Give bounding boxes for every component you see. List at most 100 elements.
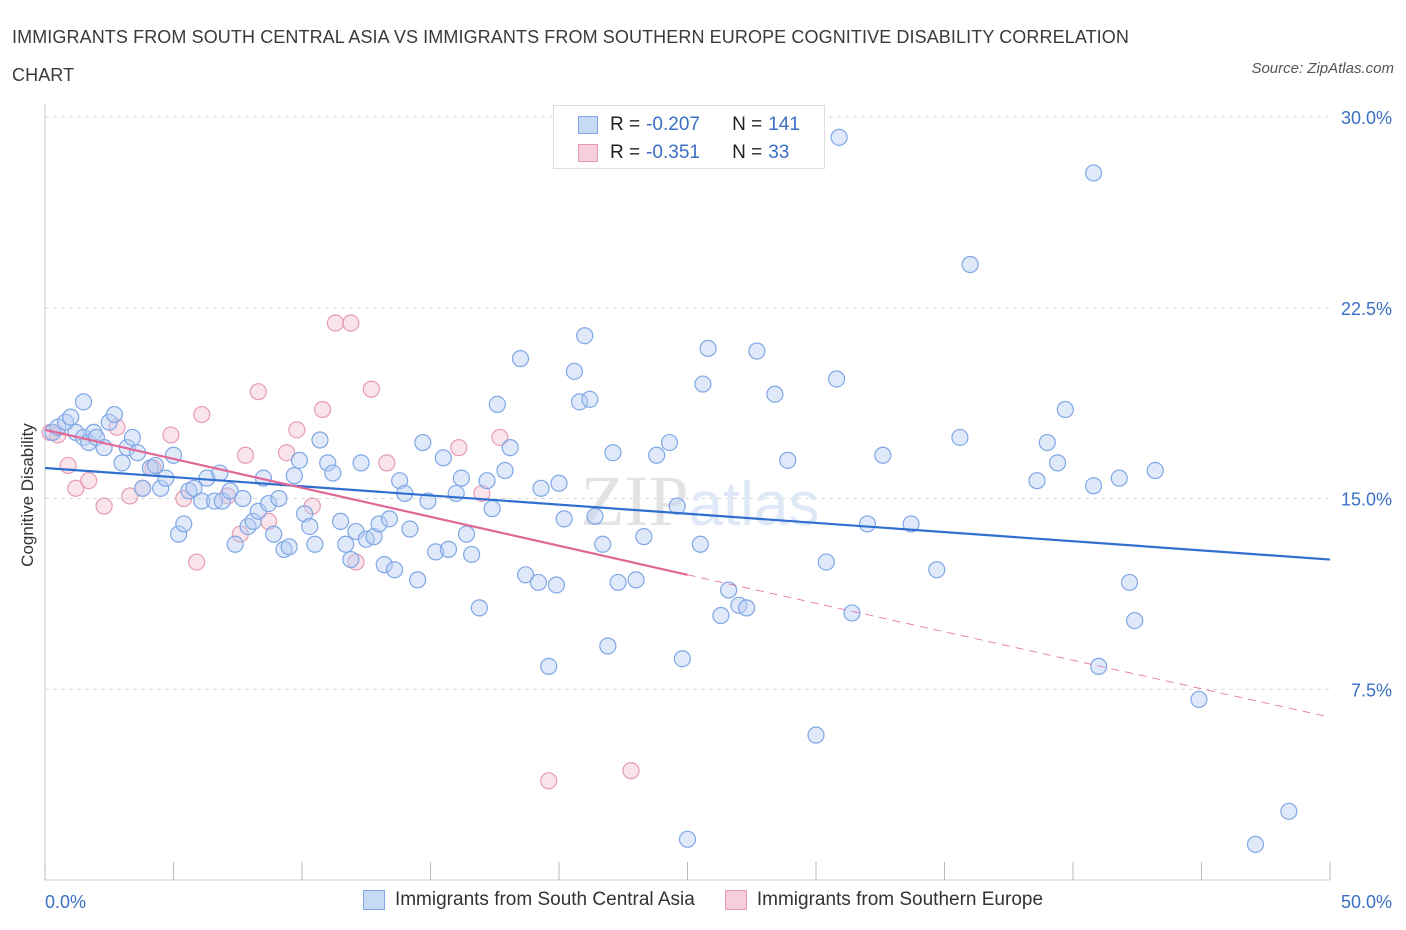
data-point-south-central-asia [123,428,141,447]
data-point-south-central-asia [401,520,419,538]
legend-item-southern-europe: Immigrants from Southern Europe [724,889,1043,911]
data-point-south-central-asia [547,576,566,594]
data-point-southern-europe [162,426,180,444]
data-point-southern-europe [67,479,85,497]
legend-swatch-pink [578,144,598,162]
y-tick-label: 22.5% [1341,299,1392,319]
tick-labels: 7.5% 15.0% 22.5% 30.0% 0.0% 50.0% [45,108,1392,912]
data-point-south-central-asia [1280,802,1298,820]
data-point-south-central-asia [385,561,404,579]
data-point-south-central-asia [830,128,848,146]
data-point-south-central-asia [627,571,645,589]
data-point-south-central-asia [170,525,188,543]
data-point-south-central-asia [234,489,252,508]
data-point-south-central-asia [447,484,465,503]
data-point-south-central-asia [604,444,622,462]
data-point-south-central-asia [532,479,550,497]
data-point-south-central-asia [648,446,666,464]
data-point-south-central-asia [290,451,309,469]
data-point-southern-europe [193,405,211,424]
data-point-south-central-asia [342,550,360,569]
data-point-south-central-asia [565,362,584,380]
chart-title: IMMIGRANTS FROM SOUTH CENTRAL ASIA VS IM… [12,27,1129,85]
gridlines [45,116,1330,690]
data-point-south-central-asia [391,472,409,490]
data-point-south-central-asia [529,573,548,592]
data-point-south-central-asia [699,339,717,358]
data-point-south-central-asia [439,540,458,558]
data-point-south-central-asia [452,469,470,487]
data-point-southern-europe [80,472,98,490]
data-point-south-central-asia [478,472,496,490]
data-point-south-central-asia [1056,400,1074,419]
data-point-south-central-asia [1120,573,1139,592]
data-point-south-central-asia [319,454,337,472]
trend-line-southern-europe [44,428,688,576]
data-point-south-central-asia [1190,690,1208,709]
correlation-legend: R = -0.207 N = 141 R = -0.351 N = 33 [553,105,825,169]
data-point-south-central-asia [483,500,501,518]
data-point-south-central-asia [221,482,239,500]
watermark: ZIPatlas [581,461,820,541]
data-point-south-central-asia [1038,433,1056,452]
data-point-south-central-asia [113,454,131,472]
trend-line-south-central-asia [44,466,1331,561]
data-point-south-central-asia [581,390,599,408]
trend-lines [44,428,1331,718]
x-tick-label: 50.0% [1341,892,1392,912]
data-point-south-central-asia [226,535,244,553]
data-point-south-central-asia [691,535,709,553]
data-point-southern-europe [121,487,139,505]
data-point-south-central-asia [501,439,519,457]
data-point-south-central-asia [594,535,612,553]
legend-swatch-blue [578,116,598,134]
data-point-south-central-asia [414,433,432,452]
data-point-south-central-asia [306,535,324,553]
legend-label: Immigrants from South Central Asia [394,889,695,910]
data-point-south-central-asia [185,479,203,497]
series-legend: Immigrants from South Central Asia Immig… [0,889,1406,911]
data-point-south-central-asia [712,606,730,625]
data-point-south-central-asia [470,599,488,617]
data-point-south-central-asia [1246,835,1265,853]
data-point-south-central-asia [280,538,298,556]
data-point-south-central-asia [419,492,437,510]
x-tick-label: 0.0% [45,892,86,912]
data-point-south-central-asia [105,405,123,424]
data-point-south-central-asia [285,467,303,485]
data-point-south-central-asia [576,327,594,345]
y-tick-label: 30.0% [1341,108,1392,128]
legend-r-label: R = [610,142,641,163]
legend-row-southern-europe: R = -0.351 N = 33 [578,141,789,165]
data-point-south-central-asia [409,571,427,589]
data-point-south-central-asia [152,479,170,497]
data-point-south-central-asia [193,492,211,510]
data-point-south-central-asia [599,637,617,655]
data-point-south-central-asia [1084,164,1103,182]
data-point-southern-europe [326,314,345,332]
y-axis-label: Cognitive Disability [18,423,37,567]
data-point-south-central-asia [635,528,653,546]
source-label: Source: ZipAtlas.com [1251,60,1394,77]
legend-r-value: -0.207 [646,114,700,135]
data-point-south-central-asia [146,456,165,475]
legend-n-label: N = [732,142,763,163]
data-point-southern-europe [362,380,380,398]
data-point-southern-europe [249,383,267,401]
data-point-south-central-asia [463,545,481,564]
data-point-south-central-asia [1028,472,1046,490]
data-point-southern-europe [277,444,296,462]
legend-n-value: 141 [768,114,800,135]
data-point-south-central-asia [550,474,568,492]
data-point-south-central-asia [511,350,530,368]
legend-swatch-blue [362,890,385,910]
data-point-south-central-asia [331,512,350,530]
y-tick-label: 15.0% [1341,490,1392,510]
data-point-south-central-asia [1048,454,1067,472]
data-point-south-central-asia [56,413,75,431]
axes [44,104,1331,881]
data-point-south-central-asia [1110,469,1128,487]
data-point-south-central-asia [270,489,288,508]
y-tick-label: 7.5% [1351,680,1392,700]
